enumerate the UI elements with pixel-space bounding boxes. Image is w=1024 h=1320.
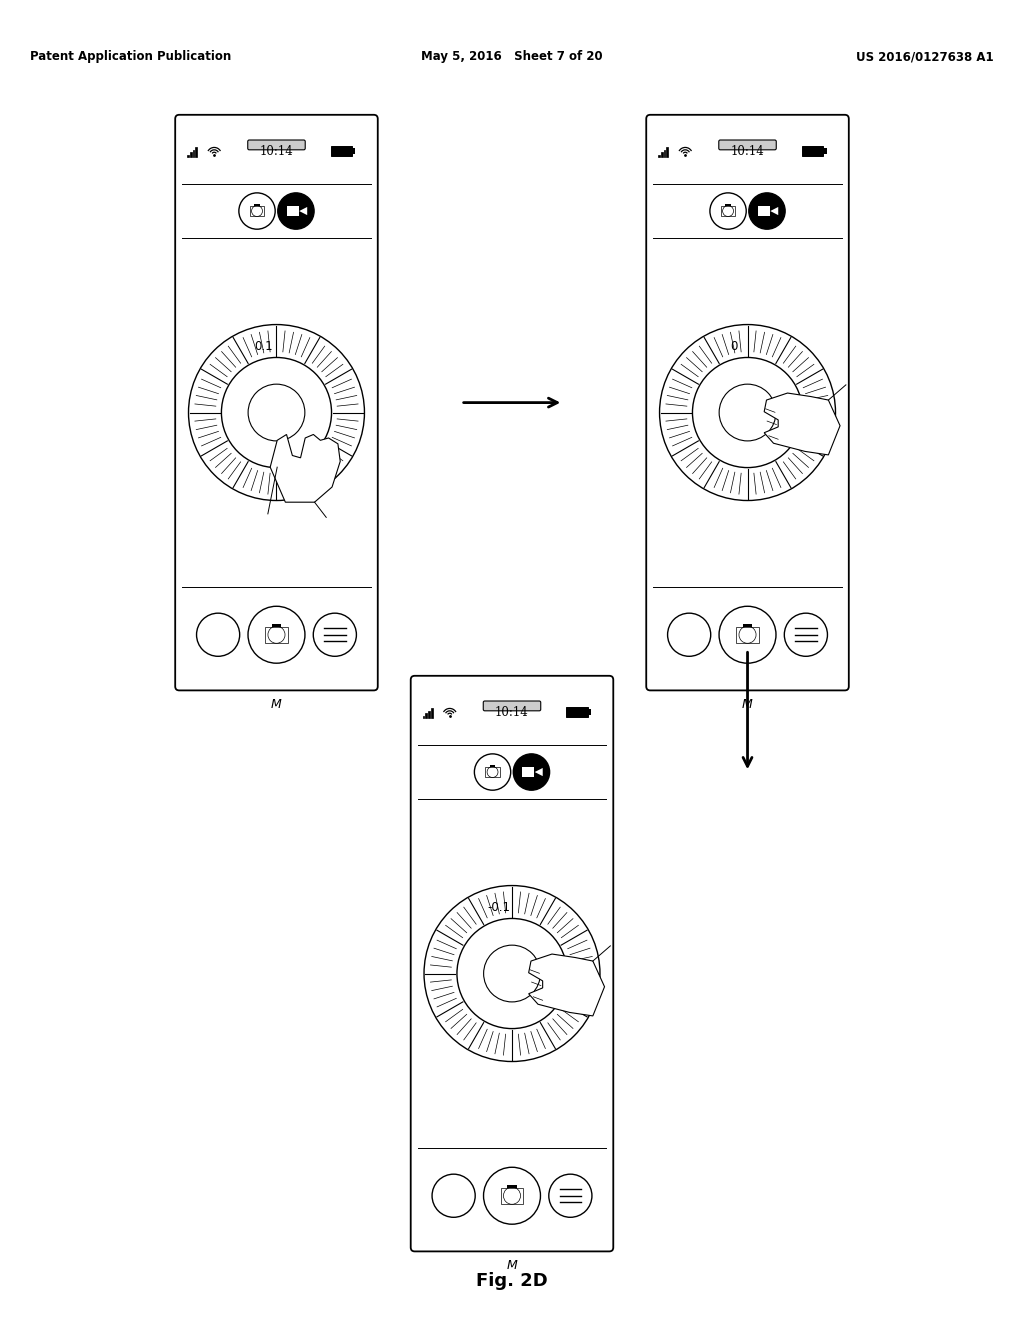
FancyBboxPatch shape: [411, 676, 613, 1251]
Polygon shape: [270, 434, 340, 502]
Circle shape: [513, 754, 550, 791]
Bar: [743, 624, 752, 627]
Circle shape: [188, 325, 365, 500]
Circle shape: [248, 384, 305, 441]
Text: 10:14: 10:14: [731, 145, 764, 158]
Circle shape: [278, 193, 314, 230]
Bar: [566, 708, 588, 718]
Bar: [725, 205, 731, 206]
FancyBboxPatch shape: [248, 140, 305, 149]
Bar: [193, 150, 195, 157]
Bar: [823, 148, 826, 154]
Text: 0: 0: [731, 339, 738, 352]
FancyBboxPatch shape: [719, 140, 776, 149]
Bar: [501, 1188, 523, 1204]
Circle shape: [457, 919, 567, 1028]
Circle shape: [719, 606, 776, 663]
Bar: [588, 709, 591, 715]
Bar: [331, 147, 352, 157]
Text: US 2016/0127638 A1: US 2016/0127638 A1: [856, 50, 994, 63]
FancyBboxPatch shape: [175, 115, 378, 690]
Circle shape: [784, 614, 827, 656]
Polygon shape: [764, 393, 840, 455]
Circle shape: [692, 358, 803, 467]
Bar: [802, 147, 823, 157]
Text: 10:14: 10:14: [496, 706, 528, 719]
Bar: [187, 154, 188, 157]
Bar: [485, 767, 500, 777]
Bar: [423, 715, 424, 718]
Bar: [287, 206, 299, 215]
Circle shape: [197, 614, 240, 656]
Text: M: M: [742, 698, 753, 711]
Polygon shape: [528, 954, 604, 1016]
Bar: [428, 711, 430, 718]
Bar: [272, 624, 281, 627]
Circle shape: [483, 1167, 541, 1224]
Bar: [721, 206, 735, 216]
Circle shape: [719, 384, 776, 441]
Circle shape: [424, 886, 600, 1061]
Text: 10:14: 10:14: [260, 145, 293, 158]
Bar: [189, 152, 191, 157]
Text: -0.1: -0.1: [487, 900, 510, 913]
Text: M: M: [271, 698, 282, 711]
Circle shape: [313, 614, 356, 656]
Circle shape: [659, 325, 836, 500]
Text: M: M: [507, 1259, 517, 1272]
FancyBboxPatch shape: [483, 701, 541, 710]
Bar: [736, 627, 759, 643]
Text: Patent Application Publication: Patent Application Publication: [30, 50, 231, 63]
Circle shape: [248, 606, 305, 663]
Circle shape: [710, 193, 746, 230]
Circle shape: [474, 754, 511, 791]
Text: 0.1: 0.1: [254, 339, 272, 352]
Bar: [758, 206, 770, 215]
Bar: [265, 627, 288, 643]
Polygon shape: [299, 207, 307, 215]
Polygon shape: [535, 768, 543, 776]
Circle shape: [483, 945, 541, 1002]
Circle shape: [668, 614, 711, 656]
Bar: [254, 205, 260, 206]
Text: Fig. 2D: Fig. 2D: [476, 1272, 548, 1290]
Bar: [660, 152, 663, 157]
Bar: [664, 150, 666, 157]
Bar: [508, 1185, 516, 1188]
Bar: [352, 148, 355, 154]
Circle shape: [221, 358, 332, 467]
Bar: [425, 713, 427, 718]
Polygon shape: [770, 207, 778, 215]
Bar: [658, 154, 659, 157]
Circle shape: [749, 193, 785, 230]
Text: May 5, 2016   Sheet 7 of 20: May 5, 2016 Sheet 7 of 20: [421, 50, 603, 63]
Bar: [196, 148, 198, 157]
Circle shape: [239, 193, 275, 230]
FancyBboxPatch shape: [646, 115, 849, 690]
Bar: [250, 206, 264, 216]
Bar: [522, 767, 535, 776]
Circle shape: [549, 1175, 592, 1217]
Bar: [431, 709, 433, 718]
Bar: [667, 148, 669, 157]
Bar: [489, 766, 496, 767]
Circle shape: [432, 1175, 475, 1217]
